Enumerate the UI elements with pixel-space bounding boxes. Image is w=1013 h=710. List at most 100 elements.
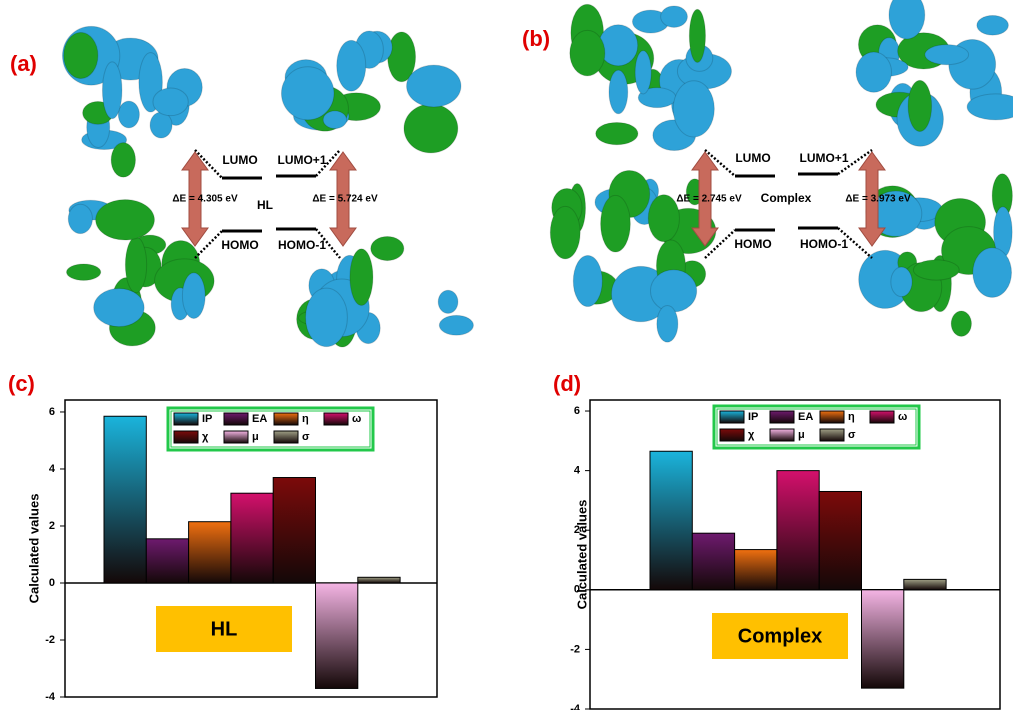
orbital-lobe: [306, 288, 348, 346]
orbital-lobe: [439, 315, 473, 335]
level-label: LUMO+1: [799, 151, 848, 165]
legend-label: η: [302, 413, 309, 425]
bar: [358, 577, 400, 583]
level-label: LUMO: [735, 151, 770, 165]
legend-swatch: [324, 413, 348, 425]
center-label: HL: [257, 198, 273, 212]
orbital-lobe: [404, 104, 458, 153]
bar: [650, 451, 692, 590]
legend-swatch: [274, 431, 298, 443]
panel-label: (a): [10, 51, 37, 76]
level-label: HOMO-1: [800, 237, 848, 251]
orbital-lobe: [111, 143, 135, 177]
bar: [189, 522, 231, 583]
center-label: Complex: [761, 191, 812, 205]
orbital-lobe: [550, 206, 580, 258]
legend-swatch: [720, 411, 744, 423]
bar: [146, 539, 188, 583]
bar: [692, 533, 734, 590]
bar: [904, 579, 946, 589]
gap-label: ΔE = 5.724 eV: [312, 194, 378, 205]
legend-label: σ: [302, 431, 310, 443]
legend-label: μ: [252, 431, 259, 443]
legend-swatch: [224, 431, 248, 443]
y-tick-label: 6: [49, 406, 55, 418]
legend-label: χ: [202, 431, 209, 443]
legend-label: ω: [898, 411, 907, 423]
y-tick-label: 4: [574, 465, 581, 477]
bar: [231, 493, 273, 583]
y-tick-label: -2: [570, 643, 580, 655]
orbital-lobe: [973, 248, 1012, 298]
orbital-image: [856, 0, 1013, 146]
orbital-lobe: [118, 101, 139, 128]
level-label: HOMO-1: [278, 238, 326, 252]
bar: [273, 478, 315, 583]
orbital-lobe: [64, 32, 98, 78]
panel-label: (d): [553, 371, 581, 396]
orbital-lobe: [573, 255, 602, 306]
panel-label: (c): [8, 371, 35, 396]
level-label: LUMO+1: [277, 153, 326, 167]
orbital-lobe: [856, 52, 891, 92]
annotation: Complex: [738, 625, 822, 647]
legend-swatch: [820, 429, 844, 441]
y-tick-label: 2: [49, 520, 55, 532]
y-axis-title: Calculated values: [26, 494, 41, 604]
orbital-lobe: [67, 264, 101, 280]
legend-swatch: [870, 411, 894, 423]
orbital-lobe: [657, 306, 678, 343]
orbital-lobe: [609, 70, 628, 114]
legend-label: IP: [748, 411, 758, 423]
orbital-lobe: [951, 311, 971, 336]
bar: [819, 491, 861, 589]
gap-label: ΔE = 3.973 eV: [845, 194, 911, 205]
orbital-lobe: [596, 122, 638, 144]
y-tick-label: 6: [574, 405, 580, 417]
orbital-image: [281, 31, 461, 153]
legend-swatch: [820, 411, 844, 423]
orbital-lobe: [891, 267, 912, 297]
orbital-lobe: [661, 6, 688, 27]
panel-label: (b): [522, 26, 550, 51]
orbital-lobe: [635, 51, 651, 94]
orbital-lobe: [153, 88, 188, 116]
orbital-lobe: [125, 237, 146, 293]
orbital-lobe: [601, 195, 631, 252]
legend-swatch: [770, 411, 794, 423]
orbital-lobe: [908, 80, 931, 131]
gap-label: ΔE = 4.305 eV: [172, 194, 238, 205]
legend-label: σ: [848, 429, 856, 441]
legend-label: ω: [352, 413, 361, 425]
y-tick-label: -2: [45, 634, 55, 646]
legend-label: μ: [798, 429, 805, 441]
orbital-lobe: [337, 40, 366, 91]
legend-swatch: [770, 429, 794, 441]
orbital-lobe: [94, 289, 144, 327]
orbital-lobe: [977, 15, 1009, 35]
orbital-lobe: [438, 290, 458, 313]
bar: [316, 583, 358, 688]
orbital-lobe: [650, 270, 696, 312]
y-tick-label: 2: [574, 524, 580, 536]
orbital-lobe: [689, 9, 705, 62]
level-label: HOMO: [221, 238, 258, 252]
orbital-lobe: [96, 200, 155, 240]
y-tick-label: -4: [570, 703, 581, 710]
orbital-lobe: [102, 62, 122, 119]
orbital-image: [62, 26, 202, 177]
orbital-lobe: [913, 260, 959, 280]
orbital-lobe: [68, 204, 92, 233]
legend-swatch: [274, 413, 298, 425]
legend-label: EA: [798, 411, 813, 423]
y-tick-label: 0: [49, 577, 55, 589]
gap-label: ΔE = 2.745 eV: [676, 194, 742, 205]
legend-swatch: [174, 431, 198, 443]
y-tick-label: -4: [45, 691, 56, 703]
orbital-lobe: [648, 195, 679, 242]
legend-swatch: [224, 413, 248, 425]
orbital-lobe: [350, 249, 373, 305]
level-label: HOMO: [734, 237, 771, 251]
